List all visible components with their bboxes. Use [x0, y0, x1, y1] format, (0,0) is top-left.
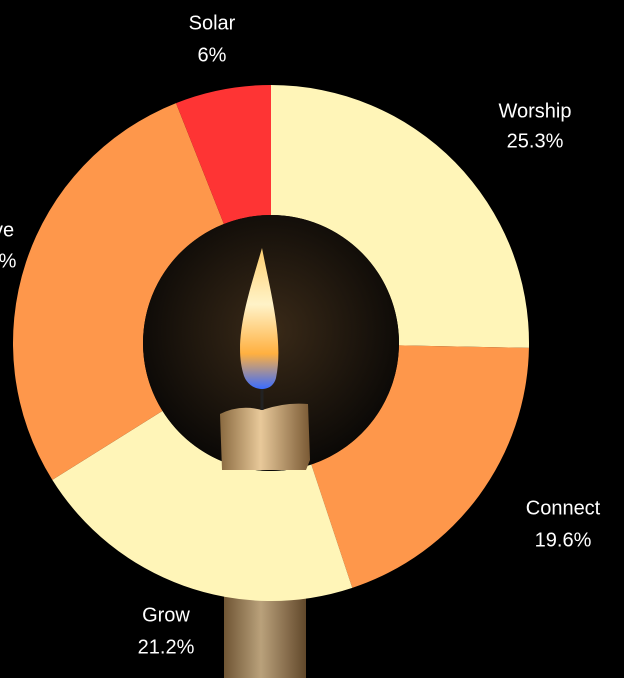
slice-label: Worship	[499, 100, 572, 122]
value-label: 21.2%	[138, 636, 195, 658]
value-label: 19.6%	[535, 529, 592, 551]
value-label: 6%	[198, 44, 227, 66]
slice-label: Serve	[0, 219, 14, 241]
slice-label: Grow	[142, 604, 190, 626]
slice-label: Connect	[526, 497, 601, 519]
slice-label: Solar	[189, 12, 236, 34]
candle-body	[220, 404, 310, 470]
value-label: 27.9%	[0, 250, 17, 272]
chart: Worship 25.3% Connect 19.6% Grow 21.2% Serve 27…	[0, 0, 624, 678]
page: Worship 25.3% Connect 19.6% Grow 21.2% Serve 27…	[0, 0, 624, 678]
value-label: 25.3%	[507, 130, 564, 152]
